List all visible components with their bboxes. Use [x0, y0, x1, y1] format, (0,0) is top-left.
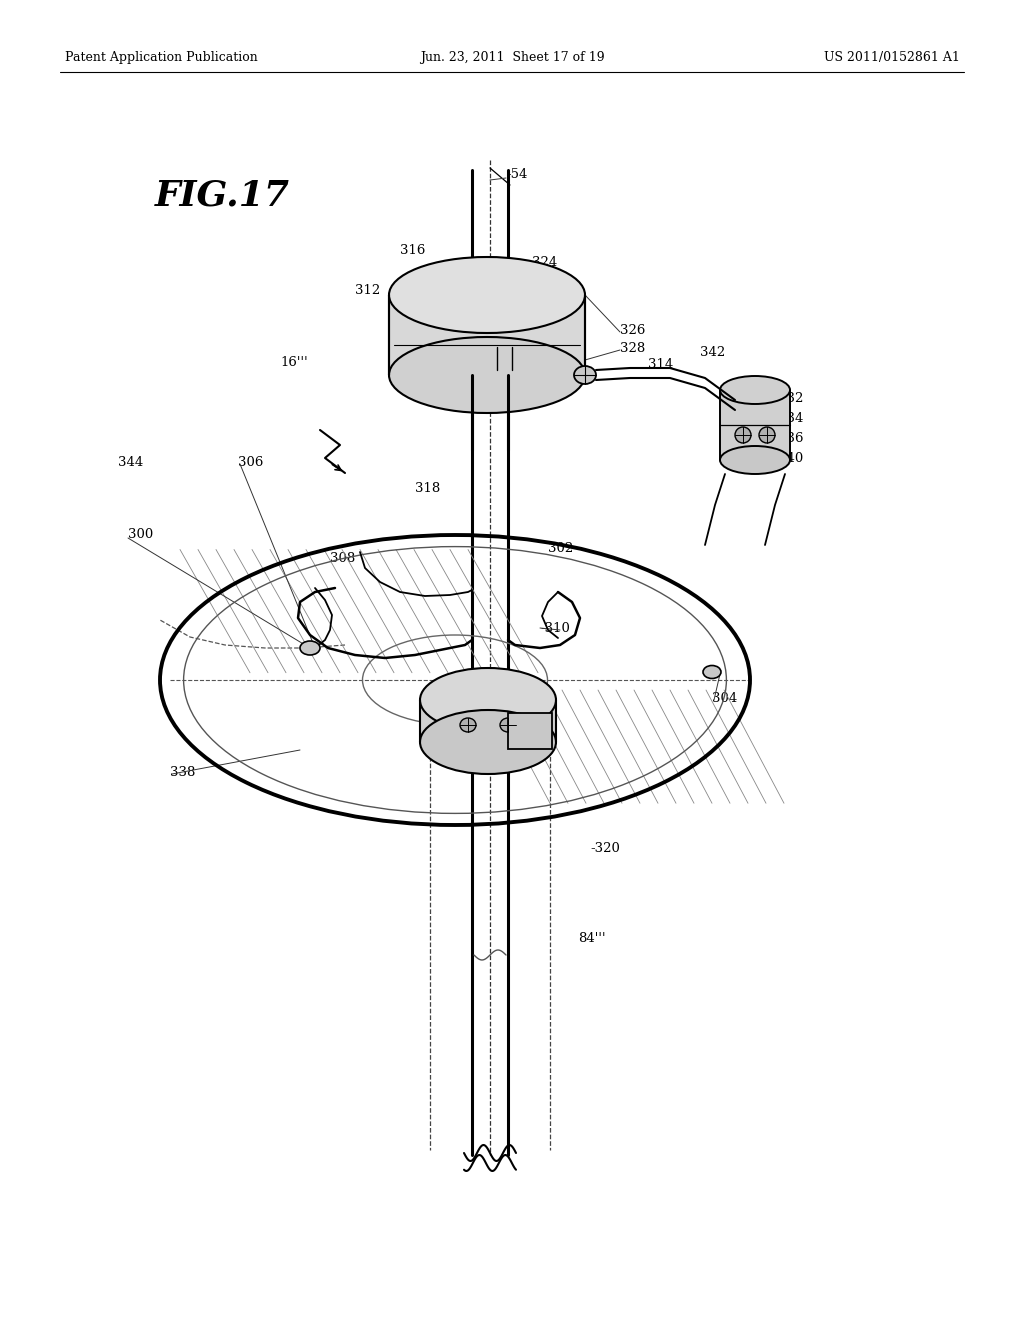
Text: 302: 302: [548, 541, 573, 554]
Text: 332: 332: [778, 392, 804, 404]
FancyBboxPatch shape: [389, 294, 585, 375]
Text: 338: 338: [170, 766, 196, 779]
Text: 312: 312: [355, 284, 380, 297]
Text: 328: 328: [620, 342, 645, 355]
Ellipse shape: [300, 642, 319, 655]
Text: 300: 300: [128, 528, 154, 541]
Text: 340: 340: [778, 451, 803, 465]
Text: -310: -310: [540, 622, 570, 635]
Text: 314: 314: [648, 359, 673, 371]
Ellipse shape: [720, 446, 790, 474]
FancyBboxPatch shape: [720, 389, 790, 459]
Ellipse shape: [389, 337, 585, 413]
Ellipse shape: [420, 710, 556, 774]
Text: 304: 304: [712, 692, 737, 705]
Ellipse shape: [420, 668, 556, 733]
Text: 334: 334: [778, 412, 804, 425]
Text: 326: 326: [620, 323, 645, 337]
Ellipse shape: [460, 718, 476, 733]
Text: Jun. 23, 2011  Sheet 17 of 19: Jun. 23, 2011 Sheet 17 of 19: [420, 51, 604, 65]
Ellipse shape: [703, 665, 721, 678]
Text: 324: 324: [532, 256, 557, 268]
FancyBboxPatch shape: [508, 713, 552, 748]
Ellipse shape: [574, 366, 596, 384]
Text: 16''': 16''': [281, 355, 308, 368]
Ellipse shape: [720, 376, 790, 404]
Text: FIG.17: FIG.17: [155, 178, 290, 213]
Text: 344: 344: [118, 455, 143, 469]
Ellipse shape: [389, 257, 585, 333]
Text: 84''': 84''': [578, 932, 605, 945]
Ellipse shape: [735, 426, 751, 444]
Text: US 2011/0152861 A1: US 2011/0152861 A1: [824, 51, 961, 65]
FancyBboxPatch shape: [420, 700, 556, 742]
Text: 318: 318: [415, 482, 440, 495]
Text: -320: -320: [590, 842, 620, 854]
Ellipse shape: [759, 426, 775, 444]
Text: 316: 316: [400, 243, 425, 256]
Text: 342: 342: [700, 346, 725, 359]
Text: -54: -54: [506, 169, 527, 181]
Ellipse shape: [500, 718, 516, 733]
Text: Patent Application Publication: Patent Application Publication: [65, 51, 258, 65]
Text: 336: 336: [778, 432, 804, 445]
Text: 306: 306: [238, 455, 263, 469]
Text: 308: 308: [330, 552, 355, 565]
